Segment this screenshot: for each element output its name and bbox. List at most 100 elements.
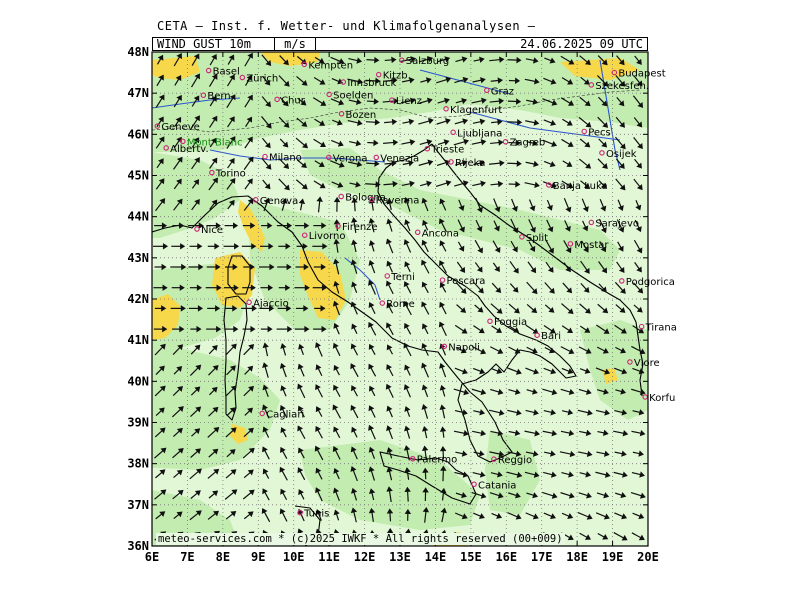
wind-arrowhead	[422, 467, 429, 473]
wind-arrowhead	[529, 245, 536, 252]
wind-arrowhead	[511, 205, 518, 212]
wind-arrowhead	[228, 54, 235, 61]
wind-arrowhead	[333, 384, 339, 391]
wind-arrowhead	[195, 448, 202, 455]
wind-arrowhead	[373, 139, 379, 147]
city-marker	[627, 359, 633, 365]
wind-arrowhead	[215, 222, 221, 229]
wind-arrowhead	[621, 368, 628, 375]
wind-arrowhead	[176, 427, 183, 434]
lat-label: 45N	[127, 169, 149, 183]
wind-arrowhead	[532, 98, 539, 105]
wind-arrowhead	[280, 446, 286, 453]
wind-arrowhead	[180, 305, 186, 312]
wind-arrowhead	[499, 159, 505, 167]
wind-arrowhead	[286, 222, 293, 229]
city-marker	[502, 138, 509, 145]
wind-arrowhead	[193, 53, 200, 60]
wind-arrowhead	[568, 492, 575, 499]
wind-arrowhead	[368, 217, 375, 224]
wind-arrowhead	[494, 246, 501, 253]
wind-arrowhead	[639, 388, 646, 396]
wind-arrowhead	[319, 182, 326, 189]
wind-arrowhead	[350, 217, 358, 223]
wind-arrowhead	[477, 306, 484, 313]
lat-label: 39N	[127, 416, 149, 430]
wind-arrowhead	[355, 181, 361, 188]
wind-arrowhead	[285, 243, 291, 250]
wind-arrowhead	[160, 489, 167, 496]
wind-arrowhead	[403, 281, 410, 288]
city-marker	[301, 232, 308, 238]
wind-arrowhead	[438, 218, 445, 225]
wind-arrowhead	[386, 198, 393, 205]
wind-arrowhead	[175, 75, 182, 82]
wind-arrowhead	[351, 323, 358, 330]
wind-arrowhead	[247, 178, 253, 185]
wind-arrowhead	[620, 388, 627, 395]
city-marker	[487, 318, 493, 324]
wind-arrowhead	[375, 77, 381, 85]
wind-arrowhead	[422, 487, 429, 493]
wind-arrowhead	[422, 506, 430, 513]
wind-arrowhead	[216, 284, 222, 291]
wind-arrowhead	[177, 386, 183, 392]
wind-arrowhead	[283, 80, 290, 87]
wind-arrowhead	[247, 427, 254, 434]
city-label: Genova	[260, 196, 298, 207]
wind-arrowhead	[479, 118, 486, 125]
wind-arrowhead	[392, 77, 398, 84]
wind-arrowhead	[622, 430, 629, 437]
wind-arrowhead	[458, 205, 465, 212]
wind-arrowhead	[268, 243, 274, 250]
wind-arrowhead	[460, 287, 467, 294]
wind-arrowhead	[297, 383, 304, 390]
wind-arrowhead	[318, 161, 325, 167]
wind-arrowhead	[301, 79, 308, 86]
wind-arrowhead	[247, 94, 253, 101]
wind-arrowhead	[333, 426, 339, 433]
wind-arrowhead	[322, 243, 328, 250]
wind-arrowhead	[603, 492, 610, 499]
header-title: CETA — Inst. f. Wetter- und Klimafolgena…	[157, 19, 536, 33]
wind-arrowhead	[617, 245, 624, 252]
wind-arrowhead	[180, 243, 186, 250]
wind-arrowhead	[439, 240, 446, 247]
wind-arrowhead	[604, 471, 611, 478]
wind-arrowhead	[461, 56, 468, 63]
wind-arrowhead	[514, 429, 521, 437]
wind-arrowhead	[351, 281, 358, 288]
wind-arrowhead	[584, 141, 591, 148]
wind-arrowhead	[297, 425, 304, 432]
wind-arrowhead	[566, 120, 573, 126]
city-marker	[326, 91, 332, 98]
wind-arrowhead	[230, 343, 237, 350]
wind-arrowhead	[568, 388, 575, 396]
wind-arrowhead	[333, 467, 340, 474]
wind-arrowhead	[250, 325, 256, 333]
wind-arrowhead	[386, 447, 393, 453]
city-marker	[262, 153, 268, 160]
city-marker	[534, 332, 540, 338]
wind-arrowhead	[247, 365, 254, 372]
wind-arrowhead	[586, 513, 593, 520]
wind-arrowhead	[391, 56, 397, 64]
wind-arrowhead	[404, 467, 411, 473]
wind-arrowhead	[426, 139, 433, 146]
wind-arrowhead	[551, 389, 558, 396]
wind-arrowhead	[585, 471, 592, 478]
city-label: Bari	[541, 331, 561, 342]
latitude-labels: 48N 47N 46N 45N 44N 43N 42N 41N 40N 39N 38N 37N 36N	[127, 45, 149, 553]
wind-arrowhead	[480, 77, 486, 84]
wind-arrowhead	[404, 508, 412, 515]
wind-arrowhead	[427, 56, 434, 63]
wind-arrowhead	[193, 179, 200, 186]
wind-arrowhead	[618, 162, 625, 169]
valid-datetime: 24.06.2025 09 UTC	[520, 37, 643, 51]
wind-arrowhead	[250, 284, 256, 291]
lat-label: 43N	[127, 251, 149, 265]
wind-arrowhead	[550, 78, 557, 85]
wind-arrowhead	[515, 368, 522, 375]
wind-arrowhead	[176, 469, 183, 476]
wind-arrowhead	[635, 226, 642, 233]
